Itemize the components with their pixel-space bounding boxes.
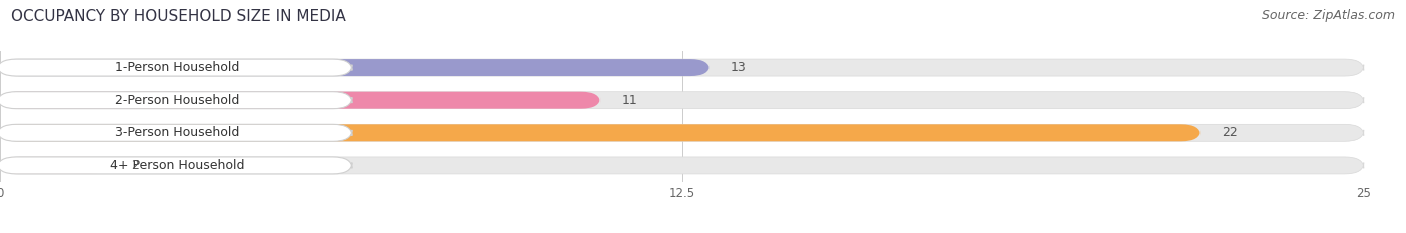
FancyBboxPatch shape xyxy=(0,124,1364,141)
Text: 2: 2 xyxy=(131,159,139,172)
FancyBboxPatch shape xyxy=(0,92,352,109)
FancyBboxPatch shape xyxy=(0,92,600,109)
FancyBboxPatch shape xyxy=(0,59,709,76)
FancyBboxPatch shape xyxy=(0,92,1364,109)
FancyBboxPatch shape xyxy=(0,124,352,141)
Text: 4+ Person Household: 4+ Person Household xyxy=(110,159,245,172)
FancyBboxPatch shape xyxy=(0,157,1364,174)
FancyBboxPatch shape xyxy=(0,59,1364,76)
Text: 11: 11 xyxy=(621,94,638,107)
Text: 1-Person Household: 1-Person Household xyxy=(115,61,239,74)
Text: 13: 13 xyxy=(731,61,747,74)
Text: 22: 22 xyxy=(1222,126,1237,139)
Text: 2-Person Household: 2-Person Household xyxy=(115,94,239,107)
Text: OCCUPANCY BY HOUSEHOLD SIZE IN MEDIA: OCCUPANCY BY HOUSEHOLD SIZE IN MEDIA xyxy=(11,9,346,24)
Text: Source: ZipAtlas.com: Source: ZipAtlas.com xyxy=(1261,9,1395,22)
FancyBboxPatch shape xyxy=(0,157,352,174)
FancyBboxPatch shape xyxy=(0,157,110,174)
FancyBboxPatch shape xyxy=(0,124,1201,141)
FancyBboxPatch shape xyxy=(0,59,352,76)
Text: 3-Person Household: 3-Person Household xyxy=(115,126,239,139)
